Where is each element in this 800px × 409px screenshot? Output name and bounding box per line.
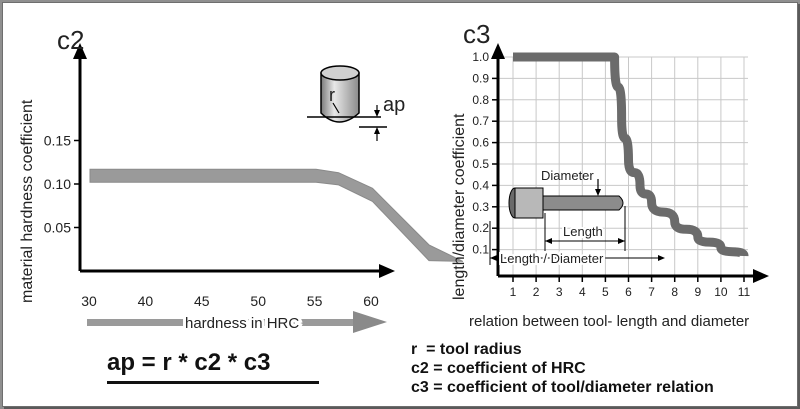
c2-y-ticks: 0.15 0.10 0.05: [44, 133, 80, 236]
length-arrowhead-left: [545, 238, 552, 244]
c2-x-tick-label: 50: [250, 293, 266, 309]
legend-item-c2: c2 = coefficient of HRC: [411, 360, 586, 378]
c3-x-tick-label: 2: [533, 285, 540, 299]
legend-symbol: c2: [411, 360, 429, 377]
c3-x-axis-arrow: [753, 269, 769, 283]
c3-x-axis-label: relation between tool- length and diamet…: [469, 313, 749, 330]
c3-y-axis-arrow: [491, 43, 505, 59]
c3-coefficient-curve: [513, 52, 749, 258]
inset-depth-label: ap: [383, 94, 405, 116]
c2-y-axis-arrow: [73, 43, 87, 59]
c2-y-tick-label: 0.05: [44, 220, 71, 236]
c2-x-tick-label: 40: [138, 293, 154, 309]
c3-x-tick-label: 5: [602, 285, 609, 299]
c3-x-tick-label: 11: [738, 285, 751, 299]
tool-shank-icon: [514, 187, 544, 219]
inset-radius-label: r: [329, 85, 335, 105]
c3-y-tick-label: 0.9: [472, 71, 489, 85]
c3-y-tick-label: 0.2: [472, 221, 489, 235]
c2-y-axis-label: material hardness coefficient: [19, 99, 36, 303]
ratio-arrowhead-left: [490, 255, 497, 261]
legend-definition: = coefficient of HRC: [428, 360, 586, 377]
formula-text: ap = r * c2 * c3: [107, 349, 271, 376]
inset-diameter-label: Diameter: [541, 168, 594, 183]
c2-y-tick-label: 0.10: [44, 176, 71, 192]
c2-x-axis-arrow: [379, 264, 395, 278]
formula-underline: [107, 381, 319, 384]
legend-symbol: c3: [411, 379, 429, 396]
diagram-canvas: c2 material hardness coefficient 0.150.1…: [19, 19, 769, 335]
c3-title: c3: [463, 19, 490, 49]
c3-x-tick-label: 6: [625, 285, 632, 299]
c3-y-tick-label: 0.3: [472, 200, 489, 214]
c3-x-tick-label: 1: [510, 285, 517, 299]
c2-title: c2: [57, 25, 84, 55]
legend-definition: = tool radius: [417, 341, 522, 358]
c3-y-tick-label: 0.7: [472, 114, 489, 128]
c3-x-tick-label: 10: [714, 285, 728, 299]
c3-x-tick-label: 7: [648, 285, 655, 299]
length-arrowhead-right: [618, 238, 625, 244]
c2-coefficient-band: [89, 168, 464, 262]
legend-symbol: r: [411, 341, 418, 358]
c3-y-tick-label: 0.4: [472, 178, 489, 192]
c2-x-tick-label: 30: [81, 293, 97, 309]
c3-y-axis-label: length/diameter coefficient: [451, 113, 468, 300]
c2-x-tick-label: 60: [363, 293, 379, 309]
c3-y-tick-label: 0.1: [472, 243, 489, 257]
tool-top-face-icon: [320, 65, 360, 81]
c2-x-tick-label: 45: [194, 293, 210, 309]
c3-x-tick-label: 3: [556, 285, 563, 299]
tool-neck-icon: [542, 195, 624, 211]
legend-item-r: r = tool radius: [411, 341, 522, 359]
c3-y-tick-label: 1.0: [472, 50, 489, 64]
c2-xlabel-arrow-shaft: [87, 319, 353, 326]
tool-radius-inset: r ap: [307, 65, 405, 141]
c2-x-ticks: 30 40 45 50 55 60: [81, 293, 379, 309]
diameter-arrowhead: [595, 189, 601, 196]
c3-x-tick-label: 8: [671, 285, 678, 299]
tool-length-inset: Diameter Length Length / Diameter: [489, 168, 665, 268]
inset-ratio-label: Length / Diameter: [500, 251, 604, 266]
depth-arrowhead-top: [374, 110, 380, 117]
ball-end-mill-icon: [320, 72, 360, 123]
c3-y-tick-label: 0.8: [472, 93, 489, 107]
legend-definition: = coefficient of tool/diameter relation: [428, 379, 714, 396]
radius-marker-icon: [332, 102, 340, 114]
c3-y-tick-label: 0.5: [472, 157, 489, 171]
ratio-arrowhead-right: [658, 255, 665, 261]
depth-arrowhead-bottom: [374, 127, 380, 134]
c3-y-tick-label: 0.6: [472, 136, 489, 150]
chart-c3: c3 length/diameter coefficient 1.0 0.9 0.8…: [451, 19, 769, 330]
legend-item-c3: c3 = coefficient of tool/diameter relati…: [411, 379, 714, 397]
chart-c2: c2 material hardness coefficient 0.150.1…: [19, 25, 464, 335]
c3-x-tick-label: 4: [579, 285, 586, 299]
c2-xlabel-arrow-head: [353, 311, 387, 333]
c3-x-ticks: 1 2 3 4 5 6 7 8 9 10 11: [510, 276, 751, 299]
c2-y-tick-label: 0.15: [44, 133, 71, 149]
inset-length-label: Length: [563, 224, 603, 239]
c3-y-ticks: 1.0 0.9 0.8 0.7 0.6 0.5 0.4 0.3 0.2 0.1: [472, 50, 498, 257]
c2-x-axis-label: hardness in HRC: [185, 315, 299, 332]
c3-x-tick-label: 9: [694, 285, 701, 299]
c2-x-tick-label: 55: [307, 293, 323, 309]
